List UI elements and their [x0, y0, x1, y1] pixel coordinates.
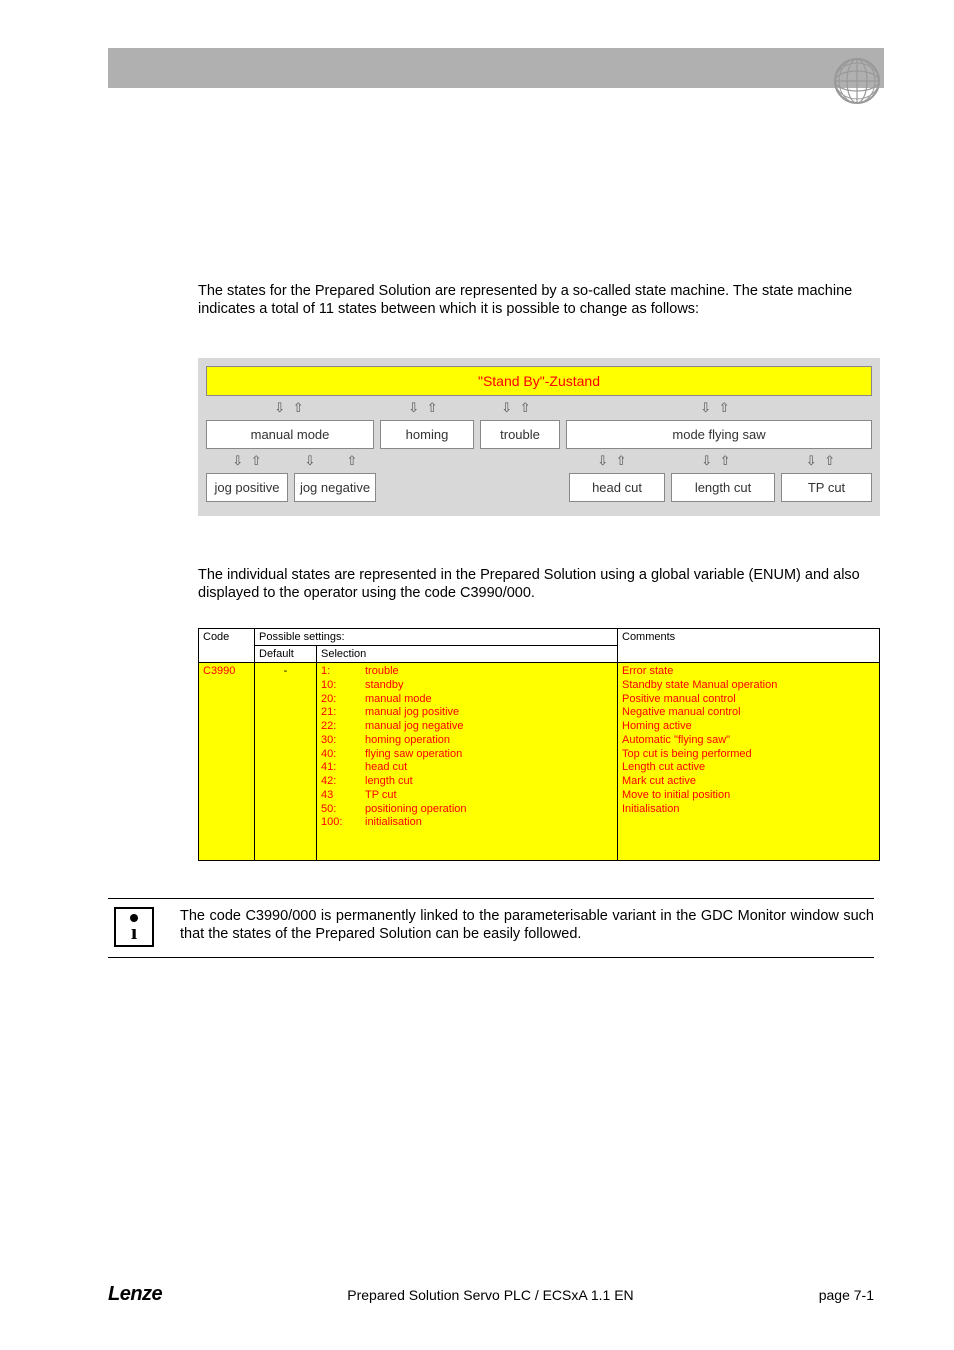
th-possible: Possible settings:: [255, 629, 618, 646]
arrows-icon: ⇩ ⇧: [206, 398, 374, 418]
th-comments: Comments: [618, 629, 880, 663]
info-icon: ı: [114, 907, 154, 947]
arrows-icon: ⇩ ⇧: [206, 451, 290, 471]
table-data-row: C3990 - 1:10:20:21:22:30:40:41:42:4350:1…: [199, 663, 880, 861]
length-cut-box: length cut: [671, 473, 775, 502]
th-default: Default: [255, 646, 317, 663]
cell-default: -: [255, 663, 317, 861]
cell-comments: Error stateStandby state Manual operatio…: [618, 663, 880, 861]
info-text: The code C3990/000 is permanently linked…: [180, 907, 874, 943]
th-code: Code: [199, 629, 255, 663]
footer-page: page 7-1: [819, 1287, 874, 1303]
manual-mode-box: manual mode: [206, 420, 374, 449]
footer-center: Prepared Solution Servo PLC / ECSxA 1.1 …: [347, 1287, 633, 1303]
info-note: ı The code C3990/000 is permanently link…: [108, 898, 874, 958]
arrow-down-icon: ⇩: [290, 451, 332, 471]
trouble-box: trouble: [480, 420, 560, 449]
homing-box: homing: [380, 420, 474, 449]
arrows-icon: ⇩ ⇧: [663, 451, 771, 471]
footer: Lenze Prepared Solution Servo PLC / ECSx…: [108, 1283, 874, 1306]
jog-positive-box: jog positive: [206, 473, 288, 502]
arrows-icon: ⇩ ⇧: [771, 451, 872, 471]
head-cut-box: head cut: [569, 473, 665, 502]
tp-cut-box: TP cut: [781, 473, 872, 502]
header-bar: [108, 48, 884, 88]
arrows-icon: ⇩ ⇧: [474, 398, 560, 418]
standby-state-box: "Stand By"-Zustand: [206, 366, 872, 396]
mid-paragraph: The individual states are represented in…: [198, 566, 874, 602]
globe-icon: [832, 56, 882, 106]
arrow-row-2: ⇩ ⇧ ⇩ ⇧ ⇩ ⇧ ⇩ ⇧ ⇩ ⇧: [206, 451, 872, 471]
jog-negative-box: jog negative: [294, 473, 376, 502]
state-diagram: "Stand By"-Zustand ⇩ ⇧ ⇩ ⇧ ⇩ ⇧ ⇩ ⇧ manua…: [198, 358, 880, 516]
mode-flying-saw-box: mode flying saw: [566, 420, 872, 449]
footer-logo: Lenze: [108, 1283, 162, 1306]
arrow-row-1: ⇩ ⇧ ⇩ ⇧ ⇩ ⇧ ⇩ ⇧: [206, 398, 872, 418]
cell-selection: 1:10:20:21:22:30:40:41:42:4350:100: trou…: [317, 663, 618, 861]
arrow-up-icon: ⇧: [332, 451, 374, 471]
arrows-icon: ⇩ ⇧: [563, 451, 663, 471]
arrows-icon: ⇩ ⇧: [374, 398, 474, 418]
cell-code: C3990: [199, 663, 255, 861]
th-selection: Selection: [317, 646, 618, 663]
intro-paragraph: The states for the Prepared Solution are…: [198, 282, 874, 318]
arrows-icon: ⇩ ⇧: [560, 398, 872, 418]
code-table: Code Possible settings: Comments Default…: [198, 628, 880, 861]
table-header-row-1: Code Possible settings: Comments: [199, 629, 880, 646]
